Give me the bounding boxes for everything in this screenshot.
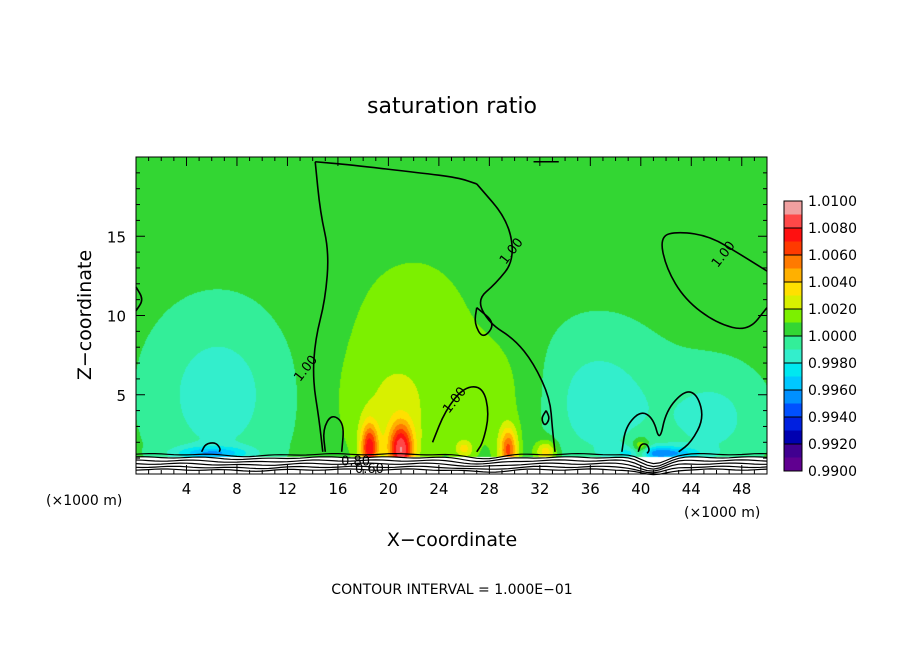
colorbar-tick-label: 0.9920 xyxy=(808,437,857,453)
plot-area: 0.800.601.001.001.001.00 xyxy=(135,157,768,477)
x-tick-label: 28 xyxy=(480,480,499,498)
colorbar-tick-label: 1.0060 xyxy=(808,248,857,264)
colorbar-tick-label: 1.0100 xyxy=(808,194,857,210)
contour-line xyxy=(637,443,650,454)
contour-line xyxy=(661,231,768,330)
saturation-field xyxy=(136,157,767,474)
colorbar-tick-label: 1.0040 xyxy=(808,275,857,291)
x-tick-label: 12 xyxy=(278,480,297,498)
contour-line xyxy=(476,183,556,452)
colorbar-tick-label: 0.9960 xyxy=(808,383,857,399)
y-axis-unit: (×1000 m) xyxy=(46,493,122,509)
colorbar-tick-label: 1.0000 xyxy=(808,329,857,345)
colorbar-swatch xyxy=(784,363,802,377)
ground-contour-label: 0.60 xyxy=(355,462,384,477)
x-axis-unit: (×1000 m) xyxy=(684,505,760,521)
colorbar-tick-label: 1.0020 xyxy=(808,302,857,318)
colorbar-swatch xyxy=(784,457,802,472)
colorbar: 1.0100 1.0080 1.0060 1.0040 1.0020 1.0000 0.99… xyxy=(783,194,857,480)
contour-interval-note: CONTOUR INTERVAL = 1.000E−01 xyxy=(331,582,572,598)
y-tick-label: 10 xyxy=(107,308,126,326)
ground-contour-line xyxy=(135,456,768,468)
colorbar-tick-label: 1.0080 xyxy=(808,221,857,237)
x-tick-label: 36 xyxy=(581,480,600,498)
colorbar-swatch xyxy=(784,430,802,445)
colorbar-swatch xyxy=(784,444,802,458)
colorbar-swatch xyxy=(784,268,802,283)
y-tick-label: 15 xyxy=(107,228,126,246)
colorbar-swatch xyxy=(784,376,802,391)
contour-line xyxy=(541,410,550,426)
colorbar-tick-label: 0.9900 xyxy=(808,464,857,480)
x-tick-label: 16 xyxy=(328,480,347,498)
colorbar-swatch xyxy=(784,336,802,350)
y-axis-label: Z−coordinate xyxy=(74,250,96,380)
contour-line xyxy=(621,391,703,453)
colorbar-swatch xyxy=(784,390,802,404)
colorbar-swatch xyxy=(784,282,802,296)
x-tick-label: 20 xyxy=(379,480,398,498)
contour-line xyxy=(322,415,344,452)
contour-line xyxy=(200,442,221,453)
contour-line xyxy=(315,160,477,185)
x-tick-label: 4 xyxy=(182,480,192,498)
ground-contour-line xyxy=(135,452,768,465)
colorbar-swatch xyxy=(784,417,802,431)
colorbar-swatch xyxy=(784,241,802,256)
x-tick-label: 40 xyxy=(631,480,650,498)
colorbar-swatch xyxy=(784,295,802,310)
contour-line xyxy=(431,386,489,453)
colorbar-swatch xyxy=(784,255,802,269)
chart-title: saturation ratio xyxy=(367,94,537,119)
ground-contour-label: 0.80 xyxy=(341,454,370,469)
colorbar-tick-label: 0.9980 xyxy=(808,356,857,372)
x-tick-label: 24 xyxy=(429,480,448,498)
colorbar-swatch xyxy=(784,309,802,323)
ground-contour-line xyxy=(135,459,768,470)
y-tick-label: 5 xyxy=(116,387,126,405)
contour-line xyxy=(312,161,329,452)
colorbar-swatch xyxy=(784,228,802,242)
contour-line xyxy=(474,306,493,337)
x-tick-label: 48 xyxy=(732,480,751,498)
colorbar-swatch xyxy=(784,322,802,337)
ground-contour-line xyxy=(135,462,767,472)
x-axis-label: X−coordinate xyxy=(387,529,517,551)
colorbar-swatch xyxy=(784,214,802,229)
colorbar-tick-label: 0.9940 xyxy=(808,410,857,426)
x-tick-label: 32 xyxy=(530,480,549,498)
ground-contour-line xyxy=(135,465,768,474)
colorbar-swatch xyxy=(784,201,802,215)
x-tick-label: 8 xyxy=(232,480,242,498)
colorbar-swatch xyxy=(784,349,802,364)
x-tick-label: 44 xyxy=(682,480,701,498)
colorbar-swatch xyxy=(784,403,802,418)
